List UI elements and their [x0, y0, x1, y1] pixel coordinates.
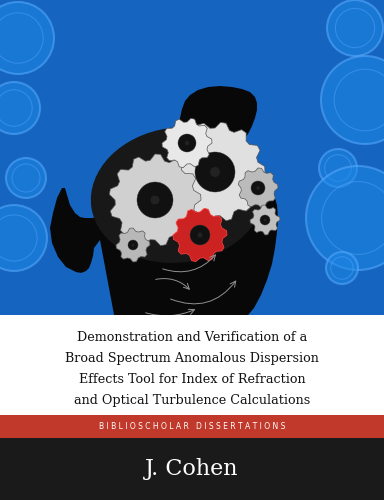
Circle shape — [0, 2, 54, 74]
Circle shape — [0, 82, 40, 134]
Polygon shape — [238, 168, 278, 207]
Polygon shape — [173, 208, 227, 262]
FancyBboxPatch shape — [0, 415, 384, 438]
Text: Effects Tool for Index of Refraction: Effects Tool for Index of Refraction — [79, 373, 305, 386]
Polygon shape — [162, 118, 212, 168]
Circle shape — [306, 166, 384, 270]
Circle shape — [264, 219, 266, 221]
Circle shape — [260, 215, 270, 225]
FancyBboxPatch shape — [0, 0, 384, 315]
Polygon shape — [250, 205, 280, 235]
Text: J. Cohen: J. Cohen — [145, 458, 239, 480]
Circle shape — [178, 134, 196, 152]
Polygon shape — [165, 122, 265, 222]
Circle shape — [185, 141, 189, 145]
Circle shape — [251, 181, 265, 195]
Ellipse shape — [91, 127, 265, 263]
Text: Demonstration and Verification of a: Demonstration and Verification of a — [77, 331, 307, 344]
Circle shape — [195, 152, 235, 192]
Text: Broad Spectrum Anomalous Dispersion: Broad Spectrum Anomalous Dispersion — [65, 352, 319, 365]
Circle shape — [137, 182, 173, 218]
Polygon shape — [50, 86, 278, 345]
Circle shape — [128, 240, 138, 250]
Circle shape — [210, 167, 220, 177]
Circle shape — [256, 186, 260, 190]
Circle shape — [321, 56, 384, 144]
FancyBboxPatch shape — [0, 438, 384, 500]
Circle shape — [6, 158, 46, 198]
Circle shape — [327, 0, 383, 56]
Circle shape — [319, 149, 357, 187]
Circle shape — [326, 252, 358, 284]
Circle shape — [151, 196, 159, 204]
Text: B I B L I O S C H O L A R   D I S S E R T A T I O N S: B I B L I O S C H O L A R D I S S E R T … — [99, 422, 285, 431]
Polygon shape — [109, 154, 201, 246]
Text: and Optical Turbulence Calculations: and Optical Turbulence Calculations — [74, 394, 310, 407]
Circle shape — [190, 225, 210, 245]
Circle shape — [197, 232, 202, 237]
Polygon shape — [116, 228, 150, 262]
Circle shape — [0, 205, 47, 271]
FancyBboxPatch shape — [0, 315, 384, 415]
Circle shape — [132, 244, 134, 246]
